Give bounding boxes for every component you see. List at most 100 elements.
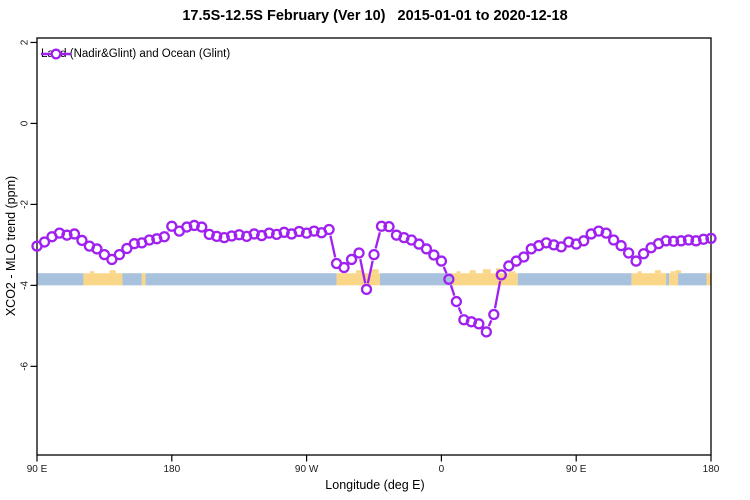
- data-point: [697, 233, 710, 245]
- series-line-segment: [374, 232, 381, 249]
- data-point: [705, 232, 717, 245]
- surface-band-land: [669, 273, 679, 286]
- y-tick-label: -6: [20, 361, 31, 370]
- data-point: [338, 261, 350, 274]
- data-point: [308, 225, 320, 237]
- data-point: [450, 295, 463, 308]
- surface-band-land: [706, 273, 711, 286]
- data-point: [76, 234, 88, 247]
- data-point: [600, 227, 612, 239]
- data-point: [555, 241, 567, 253]
- series-line-segment: [493, 280, 502, 309]
- data-point: [607, 234, 620, 246]
- y-tick-label: 2: [20, 39, 31, 45]
- surface-band-land-bump: [469, 270, 476, 274]
- x-tick-label: 90 W: [295, 464, 319, 475]
- data-point: [38, 236, 51, 248]
- data-point: [360, 283, 373, 296]
- surface-band-ocean: [666, 273, 670, 286]
- data-point: [158, 231, 170, 243]
- y-tick-label: 0: [20, 120, 31, 126]
- series-line-segment: [442, 266, 448, 274]
- surface-band-land-bump: [670, 271, 675, 274]
- surface-band-ocean: [122, 273, 142, 286]
- data-point: [188, 219, 200, 232]
- data-point: [91, 243, 103, 255]
- surface-band-land-bump: [109, 270, 116, 274]
- data-point: [218, 231, 230, 244]
- data-point: [263, 227, 275, 239]
- surface-band-land-bump: [456, 271, 461, 274]
- data-point: [615, 240, 627, 252]
- surface-band-land: [631, 273, 667, 286]
- data-point: [518, 251, 530, 263]
- data-point: [637, 248, 650, 260]
- surface-band-ocean: [678, 273, 707, 286]
- data-point: [480, 326, 492, 338]
- data-point: [128, 238, 141, 250]
- x-axis-title: Longitude (deg E): [325, 478, 425, 492]
- series-line-segment: [487, 319, 493, 327]
- surface-band-ocean: [145, 273, 337, 286]
- data-point: [61, 229, 73, 241]
- x-tick-label: 180: [163, 464, 180, 475]
- data-point: [106, 253, 118, 266]
- surface-band-land: [83, 273, 123, 286]
- data-point: [630, 255, 642, 267]
- surface-band-land-bump: [482, 269, 491, 274]
- surface-band-ocean: [379, 273, 452, 286]
- data-point: [226, 230, 238, 242]
- data-point: [667, 235, 680, 247]
- data-point: [443, 273, 455, 285]
- data-point: [345, 253, 358, 266]
- y-tick-label: -2: [20, 200, 31, 209]
- data-point: [353, 247, 365, 259]
- series-line-segment: [457, 306, 463, 315]
- data-point: [428, 249, 440, 261]
- data-point: [690, 235, 702, 247]
- surface-band-land-bump: [356, 270, 363, 274]
- x-tick-label: 0: [439, 464, 445, 475]
- data-point: [143, 234, 155, 246]
- plot-box: [36, 37, 712, 456]
- data-point: [121, 242, 133, 255]
- surface-band-land: [141, 273, 146, 286]
- data-point: [675, 235, 687, 247]
- surface-band-land: [451, 273, 518, 286]
- legend-symbol: [41, 48, 71, 60]
- data-point: [420, 243, 433, 255]
- data-point: [682, 234, 695, 246]
- data-point: [368, 248, 380, 261]
- y-axis-title: XCO2 - MLO trend (ppm): [4, 175, 18, 317]
- data-point: [578, 235, 590, 247]
- data-point: [488, 308, 500, 321]
- data-point: [181, 221, 193, 233]
- data-point: [383, 221, 395, 233]
- series-line-segment: [449, 284, 456, 296]
- surface-band-land-bump: [509, 271, 516, 274]
- series-line-segment: [366, 260, 374, 284]
- surface-band-land: [336, 273, 380, 286]
- data-point: [68, 228, 81, 240]
- data-point: [660, 235, 672, 247]
- x-tick-label: 90 E: [27, 464, 48, 475]
- data-point: [495, 269, 507, 281]
- data-point: [413, 238, 425, 250]
- y-tick-label: -4: [20, 280, 31, 289]
- data-point: [166, 220, 178, 232]
- x-tick-label: 90 E: [566, 464, 587, 475]
- legend: Land (Nadir&Glint) and Ocean (Glint): [41, 48, 230, 60]
- series-line-segment: [329, 235, 337, 258]
- data-point: [622, 247, 635, 259]
- data-point: [435, 255, 448, 267]
- surface-band-ocean: [37, 273, 84, 286]
- data-point: [473, 318, 485, 330]
- data-point: [375, 220, 388, 232]
- surface-band-ocean: [517, 273, 632, 286]
- data-point: [503, 260, 515, 272]
- data-point: [248, 228, 260, 240]
- series-line-segment: [359, 258, 367, 284]
- surface-band-land-bump: [675, 270, 682, 274]
